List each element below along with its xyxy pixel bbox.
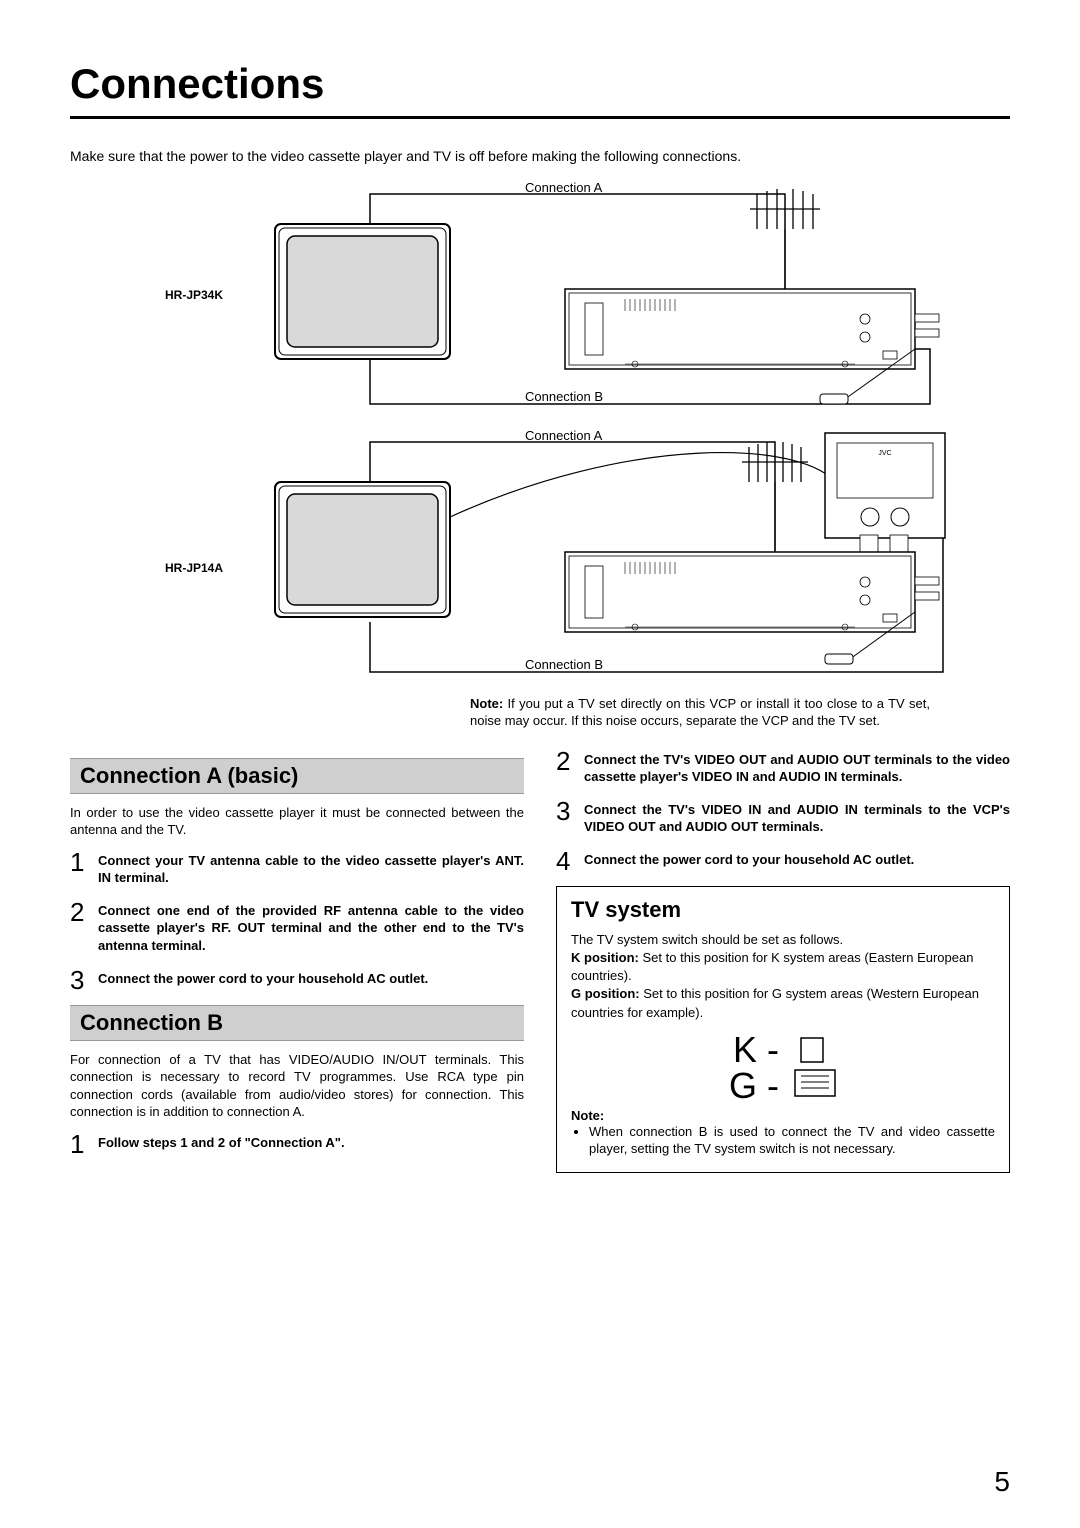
left-column: Connection A (basic) In order to use the… bbox=[70, 748, 524, 1173]
diagram-hr-jp14a: Connection A Connection B HR-JP14A JVC bbox=[70, 427, 1010, 687]
section-a-steps: 1 Connect your TV antenna cable to the vi… bbox=[70, 849, 524, 993]
tv-note-bullet: When connection B is used to connect the… bbox=[589, 1123, 995, 1158]
step-text: Connect one end of the provided RF anten… bbox=[98, 899, 524, 955]
note-top: Note: If you put a TV set directly on th… bbox=[470, 695, 930, 730]
step-num: 3 bbox=[556, 798, 576, 824]
model-label-2: HR-JP14A bbox=[165, 561, 223, 575]
step-text: Connect the power cord to your household… bbox=[584, 848, 914, 869]
note-label: Note: bbox=[470, 696, 503, 711]
diagram-hr-jp34k: Connection A Connection B HR-JP34K bbox=[70, 179, 1010, 419]
step-text: Connect your TV antenna cable to the vid… bbox=[98, 849, 524, 887]
page-number: 5 bbox=[994, 1466, 1010, 1498]
step-text: Connect the power cord to your household… bbox=[98, 967, 428, 988]
section-b-title: Connection B bbox=[70, 1005, 524, 1041]
diagram-svg-1: Connection A Connection B HR-JP34K bbox=[125, 179, 955, 419]
right-column: 2 Connect the TV's VIDEO OUT and AUDIO OU… bbox=[556, 748, 1010, 1173]
switch-icon bbox=[793, 1036, 837, 1100]
intro-text: Make sure that the power to the video ca… bbox=[70, 147, 1010, 167]
label-conn-a: Connection A bbox=[525, 180, 603, 195]
step-num: 1 bbox=[70, 849, 90, 875]
diagram-svg-2: Connection A Connection B HR-JP14A JVC bbox=[125, 427, 955, 687]
vcr-icon-2 bbox=[565, 552, 939, 632]
tv-k-line: K position: Set to this position for K s… bbox=[571, 949, 995, 985]
section-b-steps-right: 2 Connect the TV's VIDEO OUT and AUDIO OU… bbox=[556, 748, 1010, 874]
label-conn-a-2: Connection A bbox=[525, 428, 603, 443]
tv-note: Note: When connection B is used to conne… bbox=[571, 1108, 995, 1158]
step-text: Follow steps 1 and 2 of "Connection A". bbox=[98, 1131, 345, 1152]
label-conn-b: Connection B bbox=[525, 389, 603, 404]
page-title: Connections bbox=[70, 60, 1010, 108]
model-label-1: HR-JP34K bbox=[165, 288, 223, 302]
label-conn-b-2: Connection B bbox=[525, 657, 603, 672]
av-panel-icon: JVC bbox=[825, 433, 945, 563]
step-text: Connect the TV's VIDEO OUT and AUDIO OUT… bbox=[584, 748, 1010, 786]
step-num: 1 bbox=[70, 1131, 90, 1157]
tv-system-box: TV system The TV system switch should be… bbox=[556, 886, 1010, 1173]
tv-icon bbox=[275, 224, 450, 359]
section-a-title: Connection A (basic) bbox=[70, 758, 524, 794]
tv-icon-2 bbox=[275, 482, 450, 617]
section-b-steps-left: 1 Follow steps 1 and 2 of "Connection A". bbox=[70, 1131, 524, 1157]
tv-intro: The TV system switch should be set as fo… bbox=[571, 931, 995, 949]
title-rule bbox=[70, 116, 1010, 119]
step-num: 2 bbox=[556, 748, 576, 774]
section-b-intro: For connection of a TV that has VIDEO/AU… bbox=[70, 1051, 524, 1121]
vcr-icon bbox=[565, 289, 939, 369]
note-text: If you put a TV set directly on this VCP… bbox=[470, 696, 930, 729]
tv-note-label: Note: bbox=[571, 1108, 995, 1123]
tv-g-line: G position: Set to this position for G s… bbox=[571, 985, 995, 1021]
step-text: Connect the TV's VIDEO IN and AUDIO IN t… bbox=[584, 798, 1010, 836]
tv-system-title: TV system bbox=[571, 897, 995, 923]
step-num: 2 bbox=[70, 899, 90, 925]
step-num: 3 bbox=[70, 967, 90, 993]
svg-text:JVC: JVC bbox=[878, 450, 891, 457]
section-a-intro: In order to use the video cassette playe… bbox=[70, 804, 524, 839]
kg-switch-figure: K -G - bbox=[571, 1032, 995, 1104]
step-num: 4 bbox=[556, 848, 576, 874]
kg-letters: K -G - bbox=[729, 1032, 779, 1104]
